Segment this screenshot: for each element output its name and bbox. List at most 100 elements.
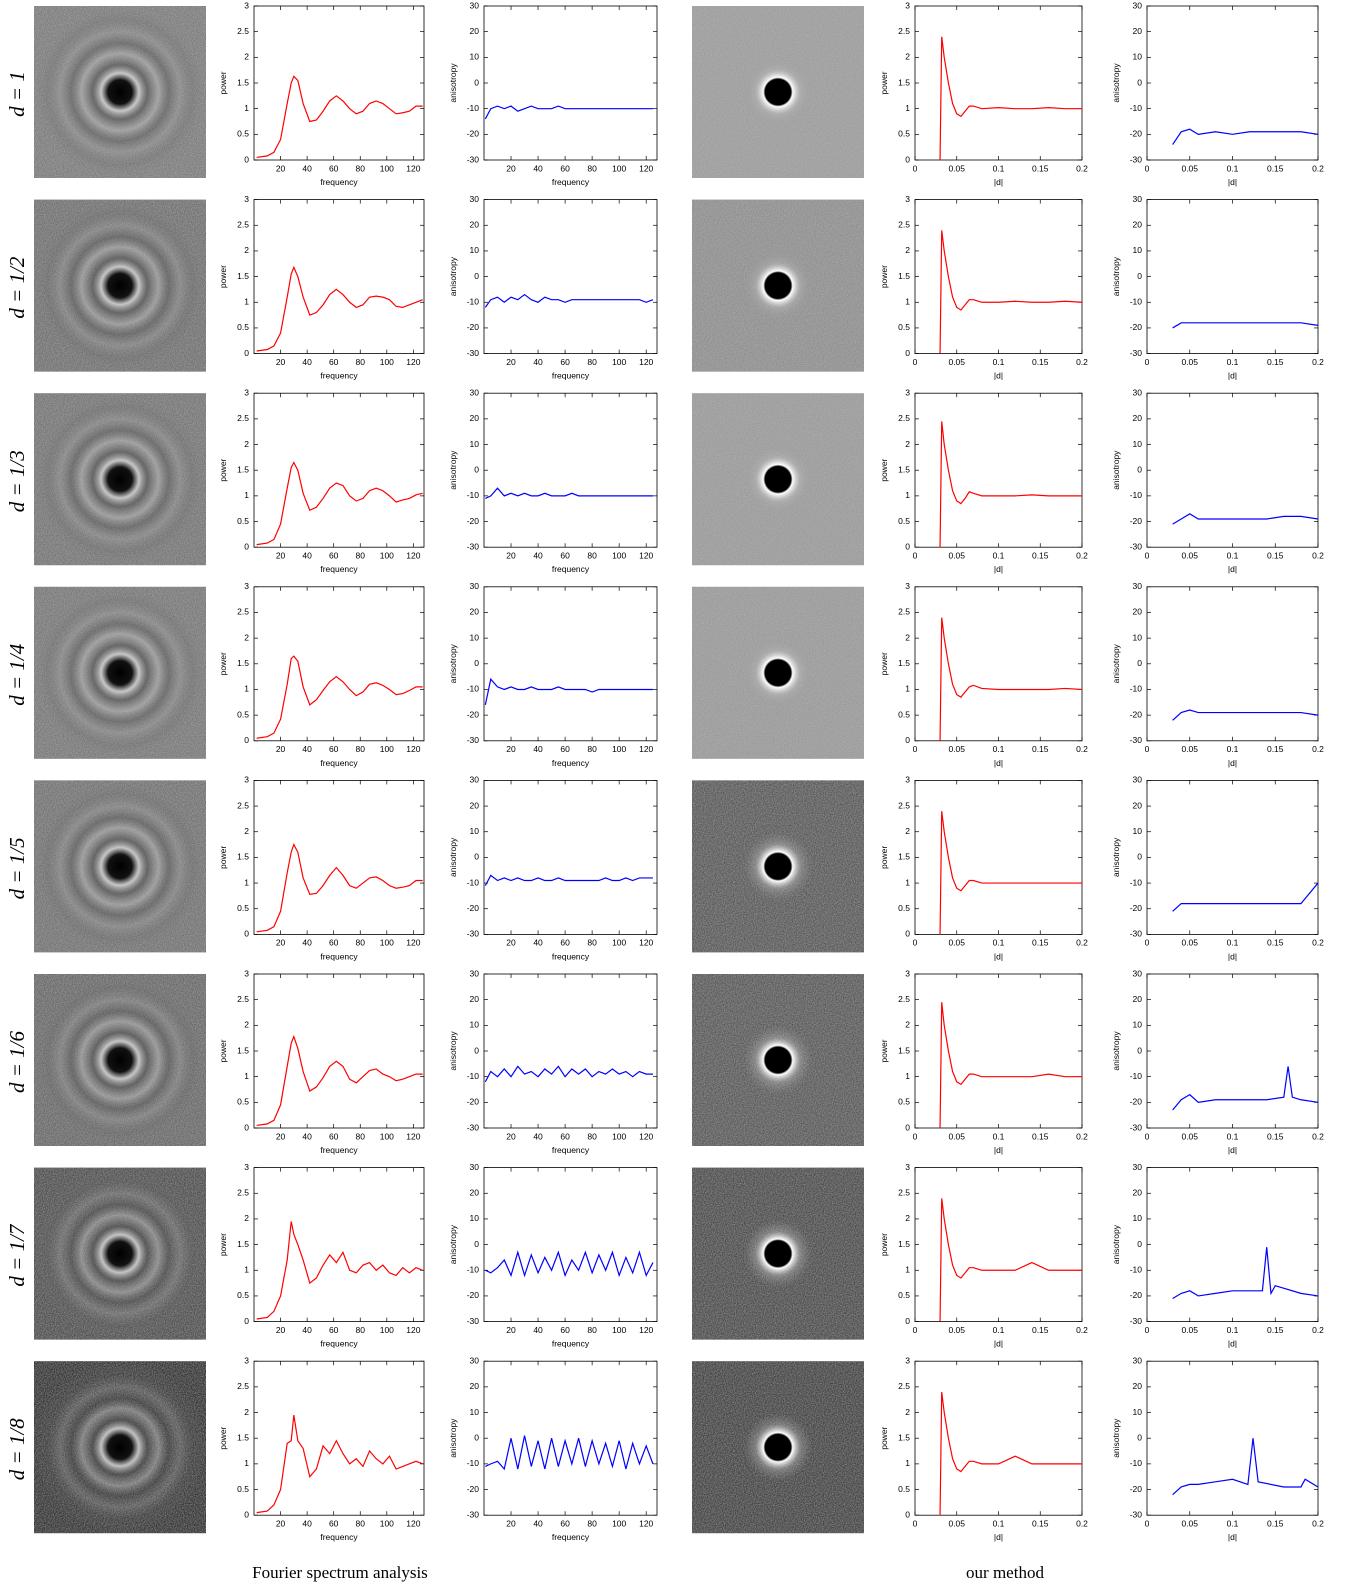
x-tick-label: 0.15: [1267, 938, 1284, 948]
y-tick-label: -30: [467, 929, 480, 939]
y-tick-label: 0.5: [898, 322, 910, 332]
y-tick-label: 1: [244, 490, 249, 500]
x-tick-label: 0.15: [1267, 1131, 1284, 1141]
y-tick-label: -30: [467, 735, 480, 745]
x-tick-label: 40: [302, 1325, 312, 1335]
y-tick-label: 10: [470, 632, 480, 642]
y-axis-label: power: [879, 1039, 889, 1062]
y-axis-label: anisotropy: [1111, 643, 1121, 683]
x-tick-label: 80: [587, 357, 597, 367]
y-tick-label: -30: [1130, 348, 1143, 358]
y-tick-label: 2.5: [898, 994, 910, 1004]
y-tick-label: -10: [467, 1265, 480, 1275]
x-tick-label: 0: [1145, 1131, 1150, 1141]
y-tick-label: 0: [474, 658, 479, 668]
y-tick-label: 2: [905, 632, 910, 642]
x-tick-label: 0.2: [1076, 163, 1088, 173]
x-tick-label: 0.1: [1227, 1325, 1239, 1335]
y-tick-label: 10: [470, 826, 480, 836]
x-tick-label: 20: [506, 163, 516, 173]
caption: Fourier spectrum analysis: [252, 1563, 428, 1582]
row-label: d = 1/4: [5, 643, 29, 706]
image-pattern: [692, 200, 864, 372]
y-tick-label: 3: [244, 1355, 249, 1365]
y-tick-label: 30: [1133, 0, 1143, 10]
y-tick-label: 30: [1133, 1162, 1143, 1172]
x-tick-label: 0.1: [993, 550, 1005, 560]
x-tick-label: 120: [639, 1518, 653, 1528]
y-tick-label: -10: [1130, 1265, 1143, 1275]
y-tick-label: 10: [1133, 632, 1143, 642]
x-tick-label: 40: [302, 938, 312, 948]
x-tick-label: 0.05: [948, 1518, 965, 1528]
y-tick-label: 3: [244, 968, 249, 978]
x-tick-label: 0.05: [1181, 744, 1198, 754]
y-tick-label: 30: [470, 1355, 480, 1365]
y-tick-label: -10: [1130, 877, 1143, 887]
y-tick-label: 1.5: [237, 1432, 249, 1442]
y-axis-label: power: [218, 846, 228, 869]
x-tick-label: 0: [913, 938, 918, 948]
y-tick-label: -20: [1130, 1097, 1143, 1107]
x-tick-label: 0.15: [1032, 1518, 1049, 1528]
x-tick-label: 0.2: [1312, 1325, 1324, 1335]
x-axis-label: frequency: [552, 177, 590, 187]
y-tick-label: -10: [467, 103, 480, 113]
y-tick-label: 0: [1137, 271, 1142, 281]
image-pattern: [34, 1361, 206, 1533]
plot-frame: [484, 393, 657, 547]
row-label: d = 1: [5, 71, 29, 117]
y-tick-label: 1.5: [237, 1045, 249, 1055]
y-tick-label: 30: [1133, 581, 1143, 591]
y-tick-label: 10: [470, 1020, 480, 1030]
x-tick-label: 0.15: [1267, 357, 1284, 367]
y-tick-label: 30: [470, 387, 480, 397]
x-axis-label: frequency: [552, 1145, 590, 1155]
y-tick-label: 10: [470, 1407, 480, 1417]
y-tick-label: 10: [1133, 52, 1143, 62]
x-tick-label: 0.05: [1181, 357, 1198, 367]
y-tick-label: 0: [474, 271, 479, 281]
x-axis-label: frequency: [552, 564, 590, 574]
x-tick-label: 100: [612, 1518, 626, 1528]
y-tick-label: 0.5: [237, 1290, 249, 1300]
x-tick-label: 120: [406, 357, 420, 367]
x-axis-label: |d|: [994, 758, 1003, 768]
x-axis-label: |d|: [994, 564, 1003, 574]
x-tick-label: 80: [356, 1131, 366, 1141]
x-tick-label: 0.2: [1076, 357, 1088, 367]
y-tick-label: -30: [1130, 1509, 1143, 1519]
y-axis-label: power: [879, 458, 889, 481]
y-tick-label: 1.5: [898, 1239, 910, 1249]
y-tick-label: 2.5: [237, 800, 249, 810]
y-axis-label: anisotropy: [448, 643, 458, 683]
y-tick-label: 20: [1133, 607, 1143, 617]
x-tick-label: 0.05: [1181, 550, 1198, 560]
x-axis-label: |d|: [994, 371, 1003, 381]
x-tick-label: 0: [1145, 1325, 1150, 1335]
row-label: d = 1/6: [5, 1031, 29, 1094]
y-axis-label: power: [879, 1233, 889, 1256]
x-tick-label: 100: [380, 744, 394, 754]
plot-frame: [254, 587, 424, 741]
y-axis-label: anisotropy: [448, 837, 458, 877]
x-tick-label: 60: [329, 550, 339, 560]
y-tick-label: 3: [905, 1355, 910, 1365]
x-tick-label: 0: [1145, 550, 1150, 560]
x-tick-label: 20: [276, 1131, 286, 1141]
row-label: d = 1/7: [5, 1223, 29, 1287]
x-tick-label: 0.2: [1312, 550, 1324, 560]
x-tick-label: 100: [612, 163, 626, 173]
y-tick-label: -10: [1130, 297, 1143, 307]
x-axis-label: |d|: [1228, 758, 1237, 768]
x-tick-label: 40: [533, 1131, 543, 1141]
y-tick-label: 2: [905, 439, 910, 449]
y-axis-label: anisotropy: [448, 1224, 458, 1264]
y-tick-label: 0.5: [237, 709, 249, 719]
x-tick-label: 0.15: [1267, 1325, 1284, 1335]
x-tick-label: 100: [612, 550, 626, 560]
y-tick-label: 1: [905, 1071, 910, 1081]
y-tick-label: 10: [470, 439, 480, 449]
y-tick-label: 0: [1137, 852, 1142, 862]
x-tick-label: 0.15: [1032, 163, 1049, 173]
